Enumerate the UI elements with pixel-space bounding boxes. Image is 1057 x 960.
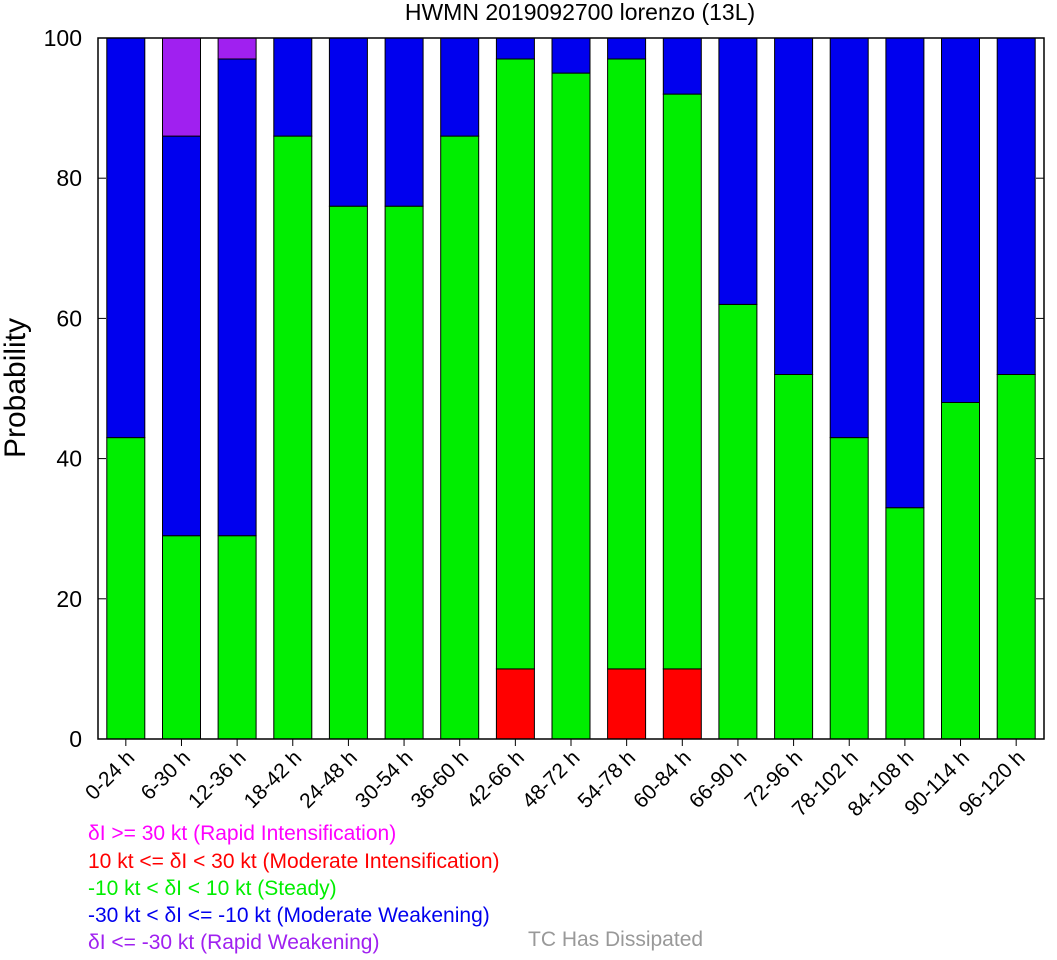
bar-segment-11-2 [718, 37, 758, 305]
y-tick-label: 0 [69, 726, 82, 752]
chart-title: HWMN 2019092700 lorenzo (13L) [405, 0, 755, 25]
x-tick-label: 0-24 h [81, 746, 139, 804]
bar-segment-10-1 [662, 93, 702, 670]
bar-segment-13-2 [829, 37, 869, 439]
bar-segment-13-1 [829, 437, 869, 740]
legend-rapid-intensification: δI >= 30 kt (Rapid Intensification) [88, 822, 397, 845]
bar-segment-0-1 [106, 437, 146, 740]
bar-segment-14-1 [885, 507, 925, 740]
bar-segment-12-1 [774, 374, 814, 740]
bar-segment-16-2 [996, 37, 1036, 375]
bar-segment-11-1 [718, 303, 758, 740]
bar-segment-1-1 [162, 535, 201, 740]
bar-segment-14-2 [885, 37, 925, 509]
x-tick-label: 66-90 h [685, 746, 752, 813]
bar-segment-10-2 [662, 37, 702, 95]
bar-segment-2-2 [217, 58, 257, 537]
y-axis-label: Probability [0, 318, 32, 458]
x-tick-label: 30-54 h [351, 746, 418, 813]
x-tick-label: 42-66 h [462, 746, 529, 813]
bar-segment-2-1 [217, 535, 257, 740]
x-tick-label: 12-36 h [184, 746, 251, 813]
x-tick-label: 18-42 h [240, 746, 307, 813]
x-tick-label: 60-84 h [629, 746, 696, 813]
bar-segment-1-3 [162, 37, 201, 137]
legend-moderate-intensification: 10 kt <= δI < 30 kt (Moderate Intensific… [88, 850, 500, 873]
x-tick-label: 36-60 h [407, 746, 474, 813]
bar-segment-7-1 [495, 58, 535, 670]
legend-rapid-weakening: δI <= -30 kt (Rapid Weakening) [88, 931, 380, 954]
bar-segment-4-2 [328, 37, 368, 207]
bar-segment-5-1 [384, 205, 424, 740]
bar-segment-9-2 [607, 37, 647, 60]
bar-segment-10-0 [662, 668, 702, 740]
y-tick-label: 40 [56, 446, 82, 472]
x-tick-label: 24-48 h [295, 746, 362, 813]
bar-segment-3-1 [273, 135, 313, 740]
y-tick-label: 80 [56, 165, 82, 191]
bar-segment-9-0 [607, 668, 647, 740]
legend-moderate-weakening: -30 kt < δI <= -10 kt (Moderate Weakenin… [88, 904, 490, 927]
y-tick-label: 60 [56, 305, 82, 331]
bar-segment-12-2 [774, 37, 814, 375]
bar-segment-15-1 [941, 402, 980, 740]
bar-segment-5-2 [384, 37, 424, 207]
bar-segment-6-2 [440, 37, 480, 137]
x-tick-label: 54-78 h [574, 746, 641, 813]
bar-segment-7-2 [495, 37, 535, 60]
bar-segment-8-2 [551, 37, 591, 74]
bar-segment-3-2 [273, 37, 313, 137]
bar-segment-7-0 [495, 668, 535, 740]
y-tick-label: 20 [56, 586, 82, 612]
x-tick-label: 48-72 h [518, 746, 585, 813]
y-tick-label: 100 [44, 25, 82, 51]
bar-segment-4-1 [328, 205, 368, 740]
bar-segment-6-1 [440, 135, 480, 740]
plot-frame [97, 37, 1045, 740]
bar-segment-0-2 [106, 37, 146, 439]
bar-segment-16-1 [996, 374, 1036, 740]
bar-segment-1-2 [162, 135, 201, 537]
bar-segment-9-1 [607, 58, 647, 670]
bar-segment-2-3 [217, 37, 257, 60]
bars-group [106, 37, 1036, 740]
bar-segment-15-2 [941, 37, 980, 403]
legend-tc-dissipated: TC Has Dissipated [528, 928, 704, 951]
legend-steady: -10 kt < δI < 10 kt (Steady) [88, 877, 337, 900]
bar-segment-8-1 [551, 72, 591, 740]
